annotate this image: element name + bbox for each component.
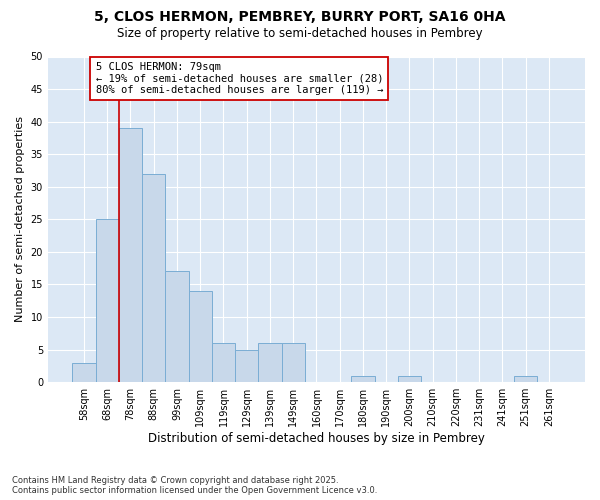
Bar [235, 350, 259, 382]
Bar [398, 376, 421, 382]
Bar [259, 343, 281, 382]
Bar [95, 220, 119, 382]
Bar [212, 343, 235, 382]
Bar [514, 376, 538, 382]
Bar [119, 128, 142, 382]
Text: Contains HM Land Registry data © Crown copyright and database right 2025.
Contai: Contains HM Land Registry data © Crown c… [12, 476, 377, 495]
Text: 5, CLOS HERMON, PEMBREY, BURRY PORT, SA16 0HA: 5, CLOS HERMON, PEMBREY, BURRY PORT, SA1… [94, 10, 506, 24]
Bar [73, 362, 95, 382]
Bar [352, 376, 374, 382]
X-axis label: Distribution of semi-detached houses by size in Pembrey: Distribution of semi-detached houses by … [148, 432, 485, 445]
Bar [281, 343, 305, 382]
Bar [188, 291, 212, 382]
Text: Size of property relative to semi-detached houses in Pembrey: Size of property relative to semi-detach… [117, 28, 483, 40]
Y-axis label: Number of semi-detached properties: Number of semi-detached properties [15, 116, 25, 322]
Text: 5 CLOS HERMON: 79sqm
← 19% of semi-detached houses are smaller (28)
80% of semi-: 5 CLOS HERMON: 79sqm ← 19% of semi-detac… [95, 62, 383, 95]
Bar [166, 272, 188, 382]
Bar [142, 174, 166, 382]
